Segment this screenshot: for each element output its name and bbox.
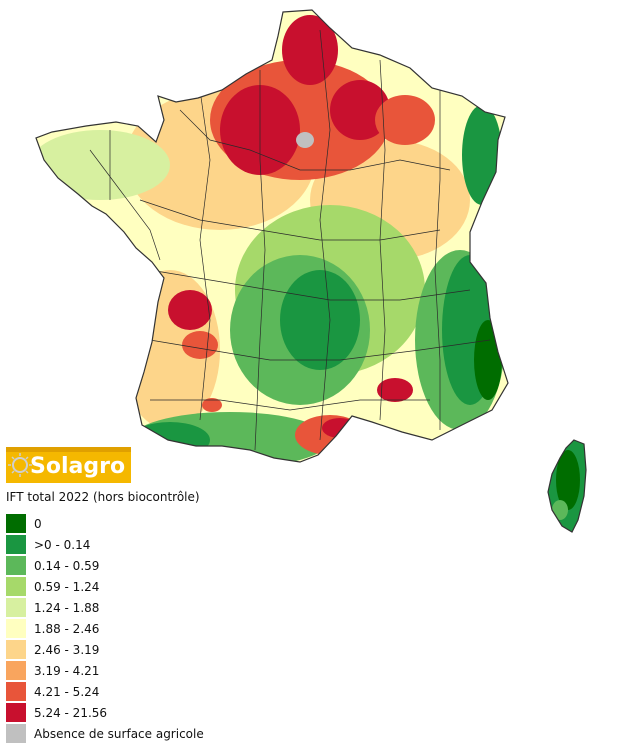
legend-swatch (6, 640, 26, 659)
legend-item: >0 - 0.14 (6, 534, 204, 555)
legend-swatch (6, 703, 26, 722)
legend-label: 3.19 - 4.21 (34, 663, 100, 678)
legend-label: Absence de surface agricole (34, 726, 204, 741)
legend-label: 4.21 - 5.24 (34, 684, 100, 699)
legend: 0 >0 - 0.14 0.14 - 0.59 0.59 - 1.24 1.24 - 1… (6, 513, 204, 744)
legend-item: 4.21 - 5.24 (6, 681, 204, 702)
legend-label: 1.88 - 2.46 (34, 621, 100, 636)
legend-title: IFT total 2022 (hors biocontrôle) (6, 490, 200, 504)
legend-label: 0.14 - 0.59 (34, 558, 100, 573)
legend-item: 2.46 - 3.19 (6, 639, 204, 660)
legend-item: 0.59 - 1.24 (6, 576, 204, 597)
legend-label: 0.59 - 1.24 (34, 579, 100, 594)
logo-text: Solagro (30, 454, 125, 479)
legend-item: 5.24 - 21.56 (6, 702, 204, 723)
legend-swatch (6, 682, 26, 701)
legend-label: 0 (34, 516, 42, 531)
legend-swatch (6, 724, 26, 743)
legend-swatch (6, 619, 26, 638)
legend-label: 2.46 - 3.19 (34, 642, 100, 657)
legend-label: 1.24 - 1.88 (34, 600, 100, 615)
legend-item: 3.19 - 4.21 (6, 660, 204, 681)
solagro-logo: Solagro (6, 447, 131, 483)
legend-label: 5.24 - 21.56 (34, 705, 108, 720)
choropleth-map (35, 9, 587, 533)
legend-item: 0.14 - 0.59 (6, 555, 204, 576)
legend-swatch (6, 535, 26, 554)
legend-item: 0 (6, 513, 204, 534)
legend-swatch (6, 661, 26, 680)
legend-swatch (6, 598, 26, 617)
legend-item: 1.24 - 1.88 (6, 597, 204, 618)
legend-swatch (6, 556, 26, 575)
legend-item: 1.88 - 2.46 (6, 618, 204, 639)
legend-swatch (6, 577, 26, 596)
legend-label: >0 - 0.14 (34, 537, 91, 552)
legend-swatch (6, 514, 26, 533)
legend-item: Absence de surface agricole (6, 723, 204, 744)
